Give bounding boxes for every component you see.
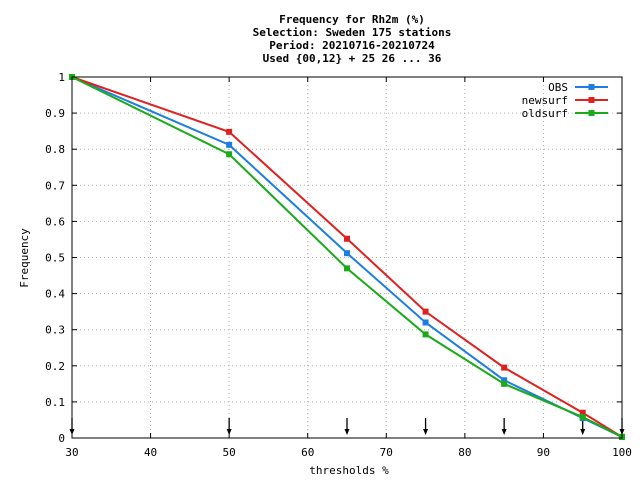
- data-point: [344, 265, 350, 272]
- title-line-4: Used {00,12} + 25 26 ... 36: [263, 52, 442, 65]
- data-point: [501, 377, 508, 384]
- data-point: [501, 364, 508, 371]
- y-axis-label: Frequency: [18, 228, 31, 288]
- series-line: [71, 76, 623, 438]
- legend-swatch-marker: [588, 84, 595, 90]
- y-tick-label: 1: [58, 71, 65, 84]
- axis-ticks: 30 40 50 60 70 80 90 100 0 0.1 0.2 0.3 0.4 0.5 0.6 0.7 0…: [45, 71, 632, 459]
- x-tick-label: 90: [537, 446, 550, 459]
- series-line: [71, 76, 623, 438]
- data-point: [579, 414, 586, 421]
- legend-item: newsurf: [522, 94, 608, 107]
- title-line-3: Period: 20210716-20210724: [269, 39, 435, 52]
- data-point: [579, 409, 586, 416]
- grid: [72, 77, 622, 438]
- y-tick-label: 0.7: [45, 179, 65, 192]
- title-line-2: Selection: Sweden 175 stations: [253, 26, 452, 39]
- threshold-arrow: [226, 418, 232, 435]
- legend-label: OBS: [548, 81, 568, 94]
- y-tick-label: 0.9: [45, 107, 65, 120]
- data-point: [226, 151, 233, 158]
- title-line-1: Frequency for Rh2m (%): [279, 13, 425, 26]
- x-tick-label: 40: [144, 446, 157, 459]
- plot-border: [71, 76, 623, 439]
- data-point: [344, 235, 350, 242]
- legend-swatch-marker: [588, 110, 595, 116]
- x-tick-label: 100: [612, 446, 632, 459]
- data-point: [226, 141, 233, 148]
- series: [69, 74, 625, 440]
- y-tick-label: 0.2: [45, 360, 65, 373]
- y-tick-label: 0.1: [45, 396, 65, 409]
- series-oldsurf: [69, 74, 625, 440]
- series-newsurf: [69, 74, 625, 440]
- x-axis-label: thresholds %: [309, 464, 389, 477]
- y-tick-label: 0.8: [45, 143, 65, 156]
- threshold-arrows: [69, 418, 625, 435]
- threshold-arrow: [423, 418, 429, 435]
- data-point: [422, 308, 429, 315]
- y-tick-label: 0.3: [45, 324, 65, 337]
- data-point: [422, 319, 429, 326]
- x-tick-label: 50: [223, 446, 236, 459]
- legend-swatch-marker: [588, 97, 595, 103]
- series-OBS: [69, 74, 625, 440]
- data-point: [422, 331, 429, 338]
- x-tick-label: 30: [65, 446, 78, 459]
- data-point: [501, 380, 508, 387]
- x-tick-label: 80: [458, 446, 471, 459]
- y-tick-label: 0.5: [45, 252, 65, 265]
- series-line: [71, 76, 623, 438]
- threshold-arrow: [344, 418, 350, 435]
- legend-label: newsurf: [522, 94, 568, 107]
- data-point: [226, 128, 233, 135]
- x-tick-label: 60: [301, 446, 314, 459]
- data-point: [344, 250, 350, 257]
- x-tick-label: 70: [380, 446, 393, 459]
- legend-label: oldsurf: [522, 107, 568, 120]
- chart-title: Frequency for Rh2m (%) Selection: Sweden…: [253, 13, 452, 65]
- y-tick-label: 0.4: [45, 288, 65, 301]
- y-tick-label: 0.6: [45, 215, 65, 228]
- y-tick-label: 0: [58, 432, 65, 445]
- threshold-arrow: [501, 418, 507, 435]
- legend-item: OBS: [548, 81, 608, 94]
- legend-item: oldsurf: [522, 107, 608, 120]
